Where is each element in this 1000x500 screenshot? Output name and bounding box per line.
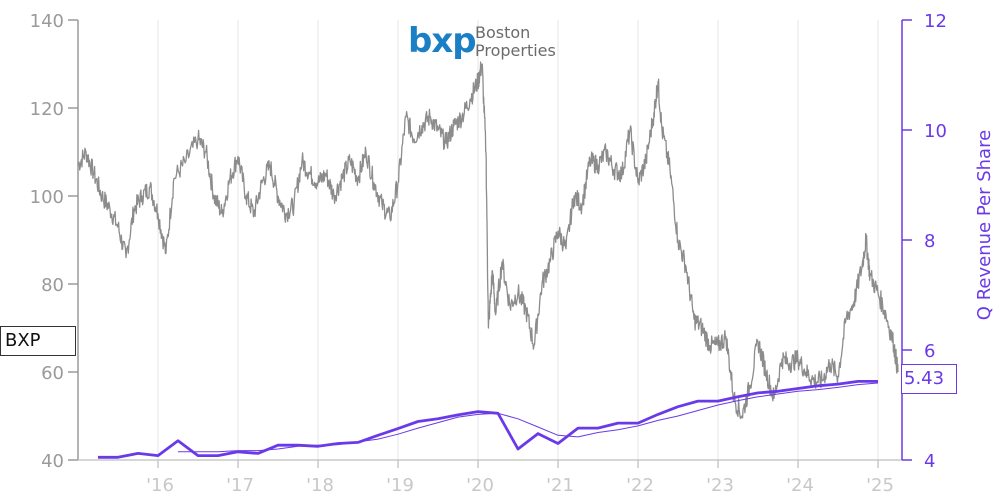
company-logo: bxp Boston Properties bbox=[408, 22, 588, 66]
bottom-tick-label: '25 bbox=[866, 475, 894, 496]
logo-wordmark: Boston Properties bbox=[475, 24, 556, 60]
logo-line-1: Boston bbox=[475, 23, 531, 42]
bottom-tick-label: '23 bbox=[706, 475, 734, 496]
ticker-label: BXP bbox=[0, 326, 76, 356]
gridlines bbox=[157, 20, 879, 460]
right-tick-label: 6 bbox=[924, 341, 935, 362]
right-tick-label: 12 bbox=[924, 11, 947, 32]
left-tick-label: 120 bbox=[30, 99, 64, 120]
left-tick-label: 80 bbox=[41, 275, 64, 296]
right-axis-ticks: 4 6 8 10 12 bbox=[902, 11, 947, 472]
stock-price-line bbox=[77, 61, 899, 420]
last-revenue-label: 5.43 bbox=[901, 364, 957, 394]
left-axis-ticks: 40 60 80 100 120 140 bbox=[30, 11, 78, 472]
quarterly-revenue-line bbox=[98, 379, 878, 459]
left-tick-label: 140 bbox=[30, 11, 64, 32]
left-tick-label: 60 bbox=[41, 363, 64, 384]
series-layer bbox=[77, 61, 899, 459]
bottom-tick-label: '19 bbox=[386, 475, 414, 496]
bottom-tick-label: '24 bbox=[786, 475, 814, 496]
left-tick-label: 100 bbox=[30, 187, 64, 208]
logo-line-2: Properties bbox=[475, 41, 556, 60]
logo-mark: bxp bbox=[408, 21, 477, 61]
right-axis-title: Q Revenue Per Share bbox=[974, 130, 995, 320]
right-tick-label: 8 bbox=[924, 231, 935, 252]
right-tick-label: 10 bbox=[924, 121, 947, 142]
bottom-tick-label: '22 bbox=[626, 475, 654, 496]
left-tick-label: 40 bbox=[41, 451, 64, 472]
bottom-axis-ticks: '16 '17 '18 '19 '20 '21 '22 '23 '24 '25 bbox=[146, 460, 894, 496]
bottom-tick-label: '21 bbox=[546, 475, 574, 496]
bottom-tick-label: '20 bbox=[466, 475, 494, 496]
right-tick-label: 4 bbox=[924, 451, 935, 472]
revenue-average-line bbox=[178, 382, 879, 453]
bottom-tick-label: '18 bbox=[306, 475, 334, 496]
bottom-tick-label: '17 bbox=[226, 475, 254, 496]
bottom-tick-label: '16 bbox=[146, 475, 174, 496]
